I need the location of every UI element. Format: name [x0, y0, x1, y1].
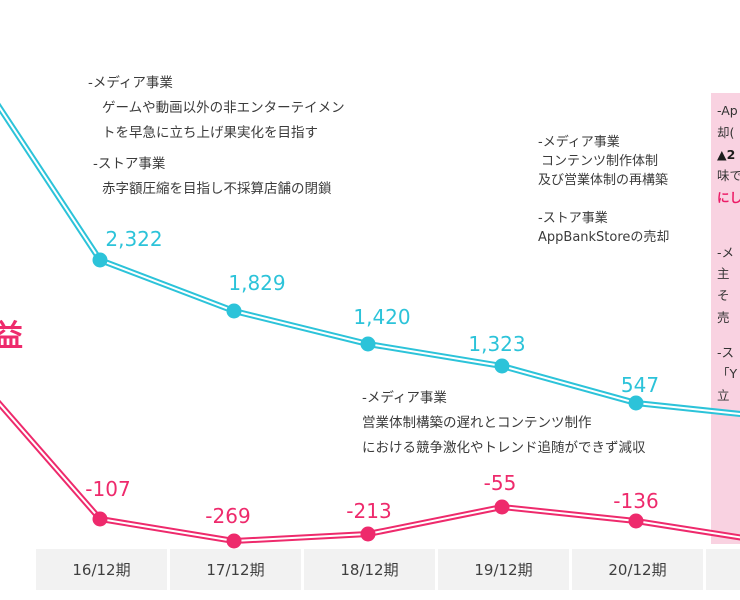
- panel-text-line: にし: [717, 190, 740, 205]
- annotation-line: における競争激化やトレンド追随ができず減収: [362, 440, 646, 456]
- annotation-line: AppBankStoreの売却: [538, 230, 670, 245]
- data-label-pink-3: -213: [346, 499, 392, 523]
- annotation-line: -ストア事業: [538, 211, 608, 226]
- annotation-line: -ストア事業: [93, 156, 166, 172]
- data-label-teal-2: 1,829: [228, 271, 286, 295]
- panel-text-line: 味で: [717, 168, 740, 183]
- x-axis-band: 16/12期 17/12期 18/12期 19/12期 20/12期: [0, 549, 740, 590]
- panel-text-line: ▲2: [717, 147, 736, 162]
- x-axis-cell-partial: [706, 549, 740, 590]
- teal-series-marker-2: [226, 303, 242, 319]
- annotation-line: -メディア事業: [362, 390, 447, 406]
- annotation-top-left: -メディア事業 ゲームや動画以外の非エンターテイメン トを早急に立ち上げ果実化を…: [88, 71, 345, 202]
- teal-series-marker-3: [360, 336, 376, 352]
- teal-series-marker-1: [92, 252, 108, 268]
- data-label-pink-5: -136: [613, 489, 659, 513]
- annotation-bottom-center: -メディア事業 営業体制構築の遅れとコンテンツ制作 における競争激化やトレンド追…: [362, 386, 646, 461]
- annotation-line: コンテンツ制作体制: [541, 154, 659, 169]
- panel-text-line: -メ: [717, 245, 735, 260]
- annotation-mid-right: -メディア事業 コンテンツ制作体制 及び営業体制の再構築 -ストア事業 AppB…: [538, 133, 669, 247]
- annotation-line: ゲームや動画以外の非エンターテイメン: [102, 100, 345, 116]
- panel-text-line: 立: [717, 388, 730, 403]
- annotation-line: -メディア事業: [538, 135, 620, 150]
- x-axis-label-3: 18/12期: [304, 549, 435, 590]
- series-label-partial: 益: [0, 319, 23, 354]
- data-label-teal-1: 2,322: [105, 227, 163, 251]
- data-label-teal-5: 547: [620, 373, 660, 397]
- panel-text-line: 「Y: [717, 366, 738, 381]
- panel-text-line: 売: [717, 310, 730, 325]
- teal-series-marker-4: [494, 358, 510, 374]
- annotation-line: 営業体制構築の遅れとコンテンツ制作: [362, 415, 592, 431]
- x-axis-label-4: 19/12期: [438, 549, 569, 590]
- annotation-line: -メディア事業: [88, 75, 173, 91]
- pink-series-marker-3: [360, 526, 376, 542]
- annotation-line: 及び営業体制の再構築: [538, 173, 669, 188]
- data-label-pink-1: -107: [85, 477, 131, 501]
- x-axis-label-1: 16/12期: [36, 549, 167, 590]
- x-axis-label-2: 17/12期: [170, 549, 301, 590]
- pink-series-marker-1: [92, 511, 108, 527]
- annotation-line: 赤字額圧縮を目指し不採算店舗の閉鎖: [102, 181, 332, 197]
- panel-text-line: そ: [717, 288, 730, 303]
- teal-series-marker-5: [628, 395, 644, 411]
- pink-series-marker-5: [628, 513, 644, 529]
- data-label-pink-2: -269: [205, 504, 251, 528]
- panel-text-line: -Ap: [717, 103, 738, 118]
- panel-text-line: 却(: [717, 125, 735, 140]
- annotation-line: トを早急に立ち上げ果実化を目指す: [102, 125, 318, 141]
- side-panel-highlight: -Ap 却( ▲2 味で にし -メ 主 そ 売 -ス 「Y 立: [711, 93, 740, 544]
- x-axis-label-5: 20/12期: [572, 549, 703, 590]
- data-label-pink-4: -55: [483, 471, 517, 495]
- panel-text-line: 主: [717, 266, 730, 281]
- pink-series-marker-2: [226, 533, 242, 549]
- panel-text-line: -ス: [717, 345, 735, 360]
- data-label-teal-4: 1,323: [468, 332, 526, 356]
- pink-series-marker-4: [494, 499, 510, 515]
- data-label-teal-3: 1,420: [353, 305, 411, 329]
